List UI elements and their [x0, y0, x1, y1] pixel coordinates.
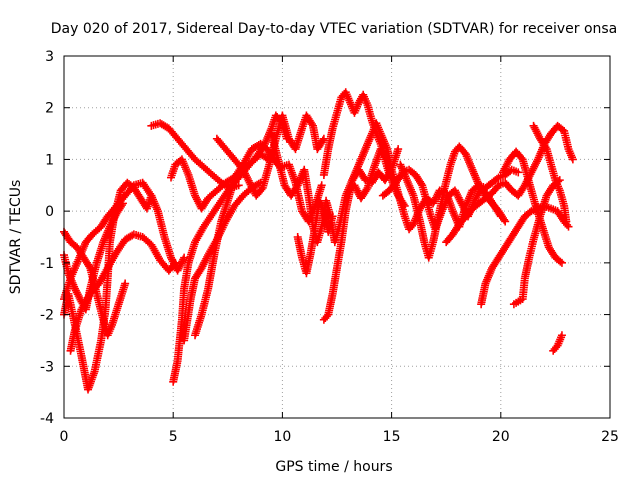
x-tick-label: 25 — [601, 429, 619, 445]
x-tick-label: 0 — [60, 429, 69, 445]
series-arc18 — [396, 142, 510, 262]
data-point — [557, 258, 566, 267]
data-point — [557, 331, 566, 340]
plot-frame — [63, 55, 611, 419]
y-axis-label: SDTVAR / TECUs — [8, 180, 24, 295]
data-point — [394, 145, 403, 154]
series-arc2 — [60, 178, 189, 304]
series-arc13 — [293, 196, 337, 278]
data-point — [328, 212, 337, 221]
x-axis-label: GPS time / hours — [275, 459, 392, 475]
data-point — [501, 217, 510, 226]
y-tick-label: 2 — [45, 101, 54, 117]
data-point — [180, 253, 189, 262]
data-marks — [60, 88, 577, 394]
x-tick-label: 10 — [273, 429, 291, 445]
series-arc4 — [60, 227, 130, 340]
y-tick-label: 1 — [45, 152, 54, 168]
y-tick-label: -4 — [40, 411, 54, 427]
data-point — [562, 217, 571, 226]
axis-ticks: 0 5 10 15 20 25 -4 -3 -2 -1 0 1 2 3 — [40, 49, 619, 445]
data-point — [171, 258, 180, 267]
y-tick-label: -2 — [40, 308, 54, 324]
data-point — [118, 199, 127, 208]
data-point — [234, 181, 243, 190]
series-arc24 — [549, 331, 566, 355]
data-point — [514, 168, 523, 177]
series-arc11 — [212, 111, 328, 200]
data-point — [317, 181, 326, 190]
x-tick-label: 20 — [492, 429, 510, 445]
y-tick-label: -3 — [40, 359, 54, 375]
y-tick-label: 0 — [45, 204, 54, 220]
y-tick-label: -1 — [40, 256, 54, 272]
series-arc3 — [66, 230, 180, 355]
chart-title: Day 020 of 2017, Sidereal Day-to-day VTE… — [51, 21, 618, 37]
data-point — [555, 176, 564, 185]
data-point — [568, 155, 577, 164]
x-tick-label: 15 — [383, 429, 401, 445]
y-tick-label: 3 — [45, 49, 54, 65]
data-point — [121, 279, 130, 288]
series-arc23 — [509, 176, 564, 309]
series-arc19 — [442, 121, 577, 247]
x-tick-label: 5 — [169, 429, 178, 445]
data-point — [564, 222, 573, 231]
data-point — [319, 134, 328, 143]
